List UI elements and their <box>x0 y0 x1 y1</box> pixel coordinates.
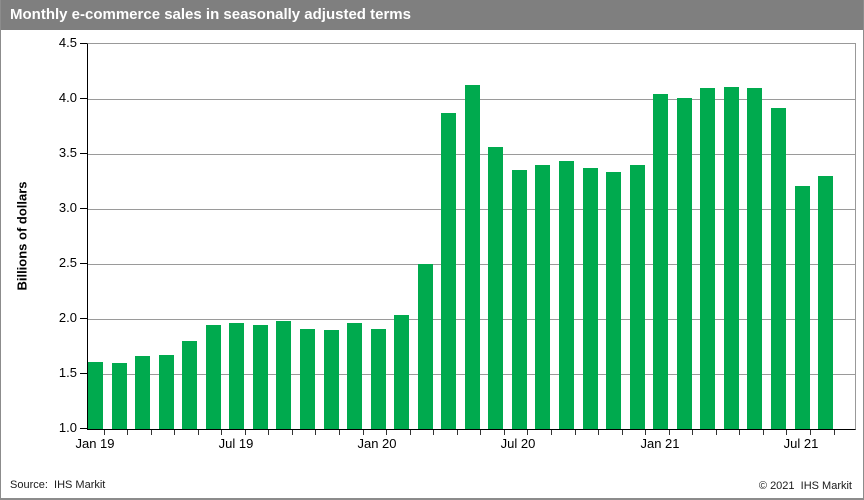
bar-nov-19 <box>324 330 339 429</box>
bar-jul-19 <box>229 323 244 429</box>
bar-mar-21 <box>700 88 715 429</box>
x-tick-label-jul-21: Jul 21 <box>783 436 819 451</box>
bar-jan-20 <box>371 329 386 429</box>
x-tick-mark-jul-20 <box>527 430 528 435</box>
x-tick-mark-nov-19 <box>339 430 340 435</box>
bar-jan-21 <box>653 94 668 429</box>
x-tick-label-jul-19: Jul 19 <box>218 436 254 451</box>
y-tick-label-1.5: 1.5 <box>58 365 77 380</box>
y-tick-mark-2.5 <box>80 263 87 264</box>
y-tick-label-4.5: 4.5 <box>58 35 77 50</box>
bar-aug-19 <box>253 325 268 429</box>
x-tick-mark-jul-21 <box>810 430 811 435</box>
x-tick-mark-oct-19 <box>315 430 316 435</box>
x-tick-mark-dec-20 <box>645 430 646 435</box>
bar-feb-19 <box>112 363 127 429</box>
y-tick-label-1.0: 1.0 <box>58 420 77 435</box>
bar-feb-20 <box>394 315 409 429</box>
bar-jun-20 <box>488 147 503 429</box>
y-tick-mark-1.0 <box>80 428 87 429</box>
source-note: Source: IHS Markit <box>10 479 106 491</box>
bar-dec-20 <box>630 165 645 429</box>
x-tick-mark-mar-21 <box>716 430 717 435</box>
y-tick-label-4.0: 4.0 <box>58 90 77 105</box>
bar-aug-21 <box>818 176 833 429</box>
bar-oct-19 <box>300 329 315 429</box>
x-tick-mark-feb-20 <box>410 430 411 435</box>
bar-apr-19 <box>159 355 174 429</box>
x-tick-mark-jun-19 <box>221 430 222 435</box>
x-tick-label-jan-19: Jan 19 <box>75 436 115 451</box>
x-tick-mark-apr-20 <box>457 430 458 435</box>
x-tick-label-jan-21: Jan 21 <box>640 436 680 451</box>
bar-jul-21 <box>795 186 810 429</box>
x-tick-mark-nov-20 <box>622 430 623 435</box>
bar-mar-20 <box>418 264 433 429</box>
x-tick-mark-aug-19 <box>268 430 269 435</box>
bar-dec-19 <box>347 323 362 429</box>
x-tick-mark-oct-20 <box>598 430 599 435</box>
bar-nov-20 <box>606 172 621 429</box>
x-tick-mark-may-20 <box>480 430 481 435</box>
y-tick-mark-4.5 <box>80 43 87 44</box>
bar-may-20 <box>465 85 480 429</box>
y-tick-label-2.0: 2.0 <box>58 310 77 325</box>
x-tick-label-jan-20: Jan 20 <box>357 436 397 451</box>
bar-oct-20 <box>583 168 598 429</box>
x-tick-mark-mar-19 <box>151 430 152 435</box>
bar-jun-19 <box>206 325 221 429</box>
bar-apr-21 <box>724 87 739 429</box>
y-tick-mark-2.0 <box>80 318 87 319</box>
chart-title-bar: Monthly e-commerce sales in seasonally a… <box>1 0 863 30</box>
x-tick-mark-may-21 <box>763 430 764 435</box>
bar-sep-19 <box>276 321 291 429</box>
plot-area <box>87 43 856 430</box>
y-axis-title: Billions of dollars <box>14 181 30 291</box>
x-tick-mark-feb-21 <box>692 430 693 435</box>
x-tick-mark-aug-21 <box>834 430 835 435</box>
y-tick-mark-1.5 <box>80 373 87 374</box>
x-tick-mark-sep-19 <box>292 430 293 435</box>
y-tick-label-2.5: 2.5 <box>58 255 77 270</box>
y-tick-mark-3.0 <box>80 208 87 209</box>
bar-feb-21 <box>677 98 692 429</box>
y-tick-mark-4.0 <box>80 98 87 99</box>
bar-may-19 <box>182 341 197 429</box>
x-tick-mark-apr-19 <box>174 430 175 435</box>
bar-sep-20 <box>559 161 574 429</box>
bar-aug-20 <box>535 165 550 429</box>
x-tick-mark-jun-20 <box>504 430 505 435</box>
x-tick-label-jul-20: Jul 20 <box>500 436 536 451</box>
x-tick-mark-feb-19 <box>127 430 128 435</box>
y-tick-label-3.0: 3.0 <box>58 200 77 215</box>
x-tick-mark-jan-21 <box>669 430 670 435</box>
bar-jan-19 <box>88 362 103 429</box>
x-tick-mark-jan-20 <box>386 430 387 435</box>
y-tick-mark-3.5 <box>80 153 87 154</box>
x-tick-mark-mar-20 <box>433 430 434 435</box>
x-tick-mark-jun-21 <box>786 430 787 435</box>
x-tick-mark-apr-21 <box>739 430 740 435</box>
x-tick-mark-jul-19 <box>245 430 246 435</box>
x-tick-mark-dec-19 <box>363 430 364 435</box>
bar-jul-20 <box>512 170 527 429</box>
bar-apr-20 <box>441 113 456 429</box>
bar-may-21 <box>747 88 762 429</box>
x-tick-mark-jan-19 <box>104 430 105 435</box>
y-tick-label-3.5: 3.5 <box>58 145 77 160</box>
bar-jun-21 <box>771 108 786 429</box>
x-tick-mark-sep-20 <box>575 430 576 435</box>
x-tick-mark-may-19 <box>198 430 199 435</box>
copyright-note: © 2021 IHS Markit <box>758 480 852 492</box>
bar-mar-19 <box>135 356 150 429</box>
x-tick-mark-aug-20 <box>551 430 552 435</box>
